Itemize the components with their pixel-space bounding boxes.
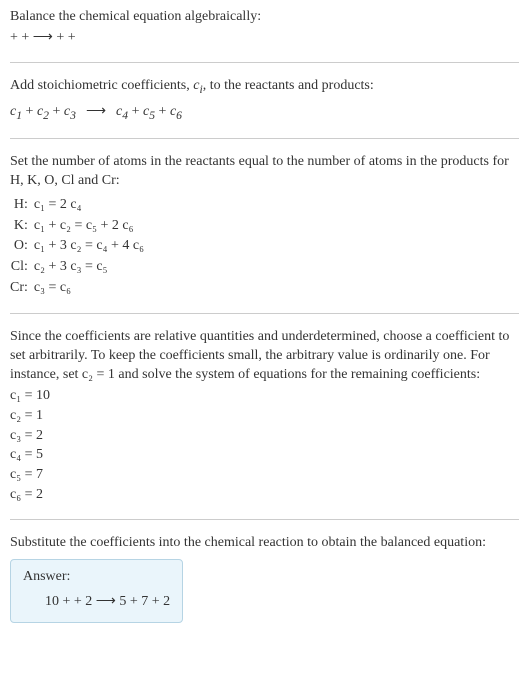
atom-label: Cr: bbox=[10, 278, 34, 299]
plus: + bbox=[155, 104, 170, 119]
c6: c6 bbox=[170, 104, 182, 119]
atom-equation: c₁ + c₂ = c₅ + 2 c₆ bbox=[34, 216, 150, 237]
c6-s: 6 bbox=[176, 109, 182, 122]
coef-value: c₂ = 1 bbox=[10, 407, 519, 426]
plus: + bbox=[128, 104, 143, 119]
atom-equation: c₁ + 3 c₂ = c₄ + 4 c₆ bbox=[34, 236, 150, 257]
table-row: K:c₁ + c₂ = c₅ + 2 c₆ bbox=[10, 216, 150, 237]
table-row: Cr:c₃ = c₆ bbox=[10, 278, 150, 299]
coefficient-equation: c1 + c2 + c3 ⟶ c4 + c5 + c6 bbox=[10, 103, 519, 124]
divider bbox=[10, 138, 519, 139]
step4-text: Since the coefficients are relative quan… bbox=[10, 328, 519, 385]
answer-equation: 10 + + 2 ⟶ 5 + 7 + 2 bbox=[23, 593, 170, 612]
c3: c3 bbox=[64, 104, 76, 119]
atom-equation: c₃ = c₆ bbox=[34, 278, 150, 299]
step2-text-b: , to the reactants and products: bbox=[203, 78, 374, 93]
arrow-icon: ⟶ bbox=[83, 104, 109, 119]
answer-box: Answer: 10 + + 2 ⟶ 5 + 7 + 2 bbox=[10, 559, 183, 623]
atom-equation: c₂ + 3 c₃ = c₅ bbox=[34, 257, 150, 278]
equation-unbalanced: + + ⟶ + + bbox=[10, 29, 519, 48]
plus: + bbox=[22, 104, 37, 119]
step1-title: Balance the chemical equation algebraica… bbox=[10, 8, 519, 27]
c4: c4 bbox=[116, 104, 128, 119]
divider bbox=[10, 519, 519, 520]
coef-value: c₄ = 5 bbox=[10, 446, 519, 465]
atom-label: O: bbox=[10, 236, 34, 257]
atom-label: K: bbox=[10, 216, 34, 237]
table-row: Cl:c₂ + 3 c₃ = c₅ bbox=[10, 257, 150, 278]
answer-title: Answer: bbox=[23, 568, 170, 587]
step3-text: Set the number of atoms in the reactants… bbox=[10, 153, 519, 191]
atom-label: H: bbox=[10, 195, 34, 216]
c5: c5 bbox=[143, 104, 155, 119]
table-row: H:c₁ = 2 c₄ bbox=[10, 195, 150, 216]
divider bbox=[10, 62, 519, 63]
coef-value: c₅ = 7 bbox=[10, 466, 519, 485]
atom-equations-table: H:c₁ = 2 c₄ K:c₁ + c₂ = c₅ + 2 c₆ O:c₁ +… bbox=[10, 195, 150, 299]
plus: + bbox=[49, 104, 64, 119]
step2-intro: Add stoichiometric coefficients, ci, to … bbox=[10, 77, 519, 98]
step2-text-a: Add stoichiometric coefficients, bbox=[10, 78, 193, 93]
step5-text: Substitute the coefficients into the che… bbox=[10, 534, 519, 553]
coef-value: c₆ = 2 bbox=[10, 486, 519, 505]
coef-symbol: ci bbox=[193, 78, 202, 93]
c1: c1 bbox=[10, 104, 22, 119]
c3-s: 3 bbox=[70, 109, 76, 122]
coef-value: c₃ = 2 bbox=[10, 427, 519, 446]
c2: c2 bbox=[37, 104, 49, 119]
coef-value: c₁ = 10 bbox=[10, 387, 519, 406]
divider bbox=[10, 313, 519, 314]
atom-equation: c₁ = 2 c₄ bbox=[34, 195, 150, 216]
solved-coefficients: c₁ = 10 c₂ = 1 c₃ = 2 c₄ = 5 c₅ = 7 c₆ =… bbox=[10, 387, 519, 505]
atom-label: Cl: bbox=[10, 257, 34, 278]
table-row: O:c₁ + 3 c₂ = c₄ + 4 c₆ bbox=[10, 236, 150, 257]
